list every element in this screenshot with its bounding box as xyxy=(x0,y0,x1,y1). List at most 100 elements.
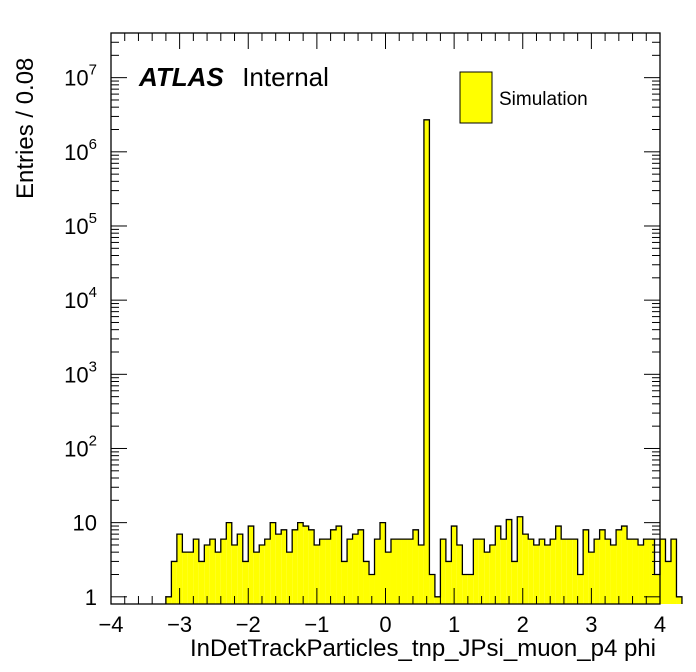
histogram-bin xyxy=(621,526,628,604)
y-tick-label: 103 xyxy=(64,358,97,387)
histogram-bin xyxy=(407,539,413,604)
histogram-bin xyxy=(533,544,540,604)
x-tick-label: 1 xyxy=(448,612,460,637)
histogram-bin xyxy=(451,526,457,604)
histogram-bin xyxy=(253,552,260,604)
y-tick-label: 106 xyxy=(64,136,97,165)
legend: Simulation xyxy=(459,71,588,124)
histogram-bin xyxy=(566,539,573,604)
x-tick-label: 4 xyxy=(654,612,666,637)
x-tick-label: 2 xyxy=(517,612,529,637)
histogram-bin xyxy=(325,539,331,604)
histogram-bin xyxy=(308,529,315,604)
histogram-bin xyxy=(231,544,238,604)
histogram-bin xyxy=(412,529,419,604)
y-tick-label: 10 xyxy=(73,511,97,536)
histogram-bin xyxy=(506,519,512,604)
histogram-bin xyxy=(198,561,205,604)
histogram-bin xyxy=(363,561,370,604)
x-axis-title: InDetTrackParticles_tnp_JPsi_muon_p4 phi xyxy=(190,635,656,662)
histogram-bin xyxy=(627,539,633,604)
histogram-bin xyxy=(528,539,534,604)
histogram-bin xyxy=(385,552,391,604)
y-tick-label: 107 xyxy=(64,62,97,91)
histogram-bin xyxy=(204,544,210,604)
histogram-bin xyxy=(341,561,348,604)
histogram-bin xyxy=(401,539,408,604)
histogram-bin xyxy=(330,529,337,604)
histogram-bin xyxy=(429,574,435,604)
histogram-bin xyxy=(390,539,397,604)
histogram-bin xyxy=(264,539,271,604)
histogram-bin xyxy=(583,529,589,604)
histogram-bin xyxy=(643,539,650,604)
histogram-bin xyxy=(176,534,183,604)
histogram-bin xyxy=(495,526,501,604)
histogram-bin xyxy=(319,539,326,604)
x-tick-label: −1 xyxy=(304,612,329,637)
x-tick-label: 0 xyxy=(379,612,391,637)
histogram-bin xyxy=(215,552,221,604)
histogram-bin xyxy=(352,534,359,604)
histogram-bin xyxy=(226,522,232,604)
histogram-bin xyxy=(616,529,622,604)
histogram-bin xyxy=(286,552,293,604)
atlas-experiment: ATLAS xyxy=(138,62,224,92)
y-tick-labels: 1 10 102 103 104 105 106 107 xyxy=(64,62,97,610)
histogram-bin xyxy=(314,544,320,604)
histogram-bin xyxy=(544,544,551,604)
histogram-bin xyxy=(511,561,518,604)
histogram-bin xyxy=(478,539,485,604)
histogram-bin xyxy=(336,526,342,604)
histogram-bin xyxy=(539,539,545,604)
histogram-bin xyxy=(396,539,402,604)
histogram-bin xyxy=(297,522,304,604)
histogram-bin xyxy=(374,539,381,604)
histogram-bin xyxy=(237,534,243,604)
y-tick-label: 1 xyxy=(85,585,97,610)
y-tick-label: 102 xyxy=(64,432,97,461)
histogram-bin xyxy=(522,534,529,604)
y-axis-title: Entries / 0.08 xyxy=(12,58,39,199)
y-tick-label: 105 xyxy=(64,210,97,239)
x-tick-label: −4 xyxy=(98,612,123,637)
histogram-bin xyxy=(445,561,452,604)
histogram-bin xyxy=(242,561,249,604)
histogram-bin xyxy=(220,539,227,604)
histogram-bin xyxy=(165,596,172,604)
histogram-bin xyxy=(500,539,507,604)
histogram-bin xyxy=(259,544,265,604)
histogram-bin xyxy=(303,526,309,604)
histogram-bin xyxy=(473,539,479,604)
histogram-bin xyxy=(187,552,194,604)
histogram-bin xyxy=(599,529,606,604)
atlas-status: Internal xyxy=(242,62,329,92)
histogram-bin xyxy=(654,574,660,604)
histogram-bin xyxy=(665,561,671,604)
histogram-bin xyxy=(610,544,617,604)
histogram-bin xyxy=(572,539,578,604)
x-tick-labels: −4 −3 −2 −1 0 1 2 3 4 xyxy=(98,612,666,637)
histogram-bin xyxy=(434,596,441,604)
histogram-bin xyxy=(347,539,353,604)
x-tick-label: 3 xyxy=(585,612,597,637)
histogram-bin xyxy=(292,529,298,604)
x-tick-label: −3 xyxy=(167,612,192,637)
histogram-bin xyxy=(248,526,254,604)
histogram-bin xyxy=(550,539,556,604)
histogram-bin xyxy=(489,544,496,604)
histogram-bin xyxy=(369,574,375,604)
histogram-bin xyxy=(632,539,639,604)
histogram-bin xyxy=(660,539,666,604)
plot-frame xyxy=(110,32,661,605)
histogram-bin xyxy=(423,119,430,604)
histogram-bin xyxy=(638,544,644,604)
histogram-bin xyxy=(281,529,287,604)
histogram-bin xyxy=(561,539,567,604)
histogram-bin xyxy=(380,522,386,604)
histogram-bin xyxy=(676,596,682,604)
y-tick-label: 104 xyxy=(64,284,97,313)
histogram-bin xyxy=(182,552,188,604)
legend-label: Simulation xyxy=(499,89,588,110)
